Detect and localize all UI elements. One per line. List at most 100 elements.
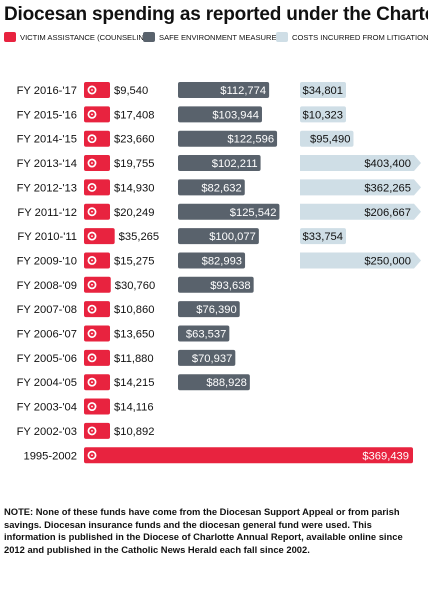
data-label-victim-assistance: $13,650 (114, 329, 154, 341)
bar-marker-icon (87, 450, 97, 460)
bar-marker-dot (91, 186, 93, 189)
bar-safe-environment (178, 130, 278, 147)
category-label: FY 2010-'11 (17, 231, 77, 243)
legend-label-litigation: COSTS INCURRED FROM LITIGATION (292, 32, 428, 42)
bar-marker-icon (87, 377, 97, 387)
bar-marker-icon (87, 353, 97, 363)
data-label-victim-assistance: $14,215 (114, 377, 154, 389)
bar-litigation (300, 252, 421, 269)
data-label-safe-environment: $82,993 (202, 255, 242, 267)
bar-safe-environment (178, 374, 250, 391)
data-label-litigation: $10,323 (303, 109, 343, 121)
bar-marker-icon (87, 304, 97, 314)
data-label-safe-environment: $76,390 (196, 304, 236, 316)
category-label: FY 2011-'12 (17, 207, 77, 219)
data-label-safe-environment: $63,537 (186, 329, 226, 341)
bar-marker-dot (91, 89, 93, 91)
bar-litigation (300, 155, 421, 172)
data-label-victim-assistance: $19,755 (114, 158, 154, 170)
bar-marker-icon (87, 329, 97, 338)
bar-marker-dot (91, 308, 93, 311)
bar-marker-icon (87, 109, 97, 119)
bar-safe-environment (178, 276, 254, 293)
category-label: 1995-2002 (23, 450, 77, 462)
data-label-safe-environment: $82,632 (201, 182, 241, 194)
legend-swatch-safe-environment (143, 32, 155, 42)
category-label: FY 2016-'17 (17, 85, 77, 97)
bar-marker-dot (91, 381, 93, 384)
data-label-safe-environment: $112,774 (220, 85, 266, 97)
category-label: FY 2013-'14 (17, 158, 77, 170)
data-label-victim-assistance: $10,892 (114, 426, 154, 438)
chart-title: Diocesan spending as reported under the … (4, 4, 428, 25)
bar-marker-dot (91, 283, 93, 286)
category-label: FY 2006-'07 (17, 329, 77, 341)
bar-litigation (300, 106, 346, 123)
legend-item-victim-assistance: VICTIM ASSISTANCE (COUNSELING) (4, 32, 152, 42)
bar-marker-icon (87, 231, 97, 241)
bar-marker-icon (87, 158, 97, 168)
bar-marker-dot (91, 210, 93, 213)
bar-safe-environment (178, 325, 230, 342)
bar-safe-environment (178, 155, 261, 172)
data-label-victim-assistance: $20,249 (114, 207, 154, 219)
bar-safe-environment (178, 252, 246, 269)
bar-marker-dot (91, 430, 93, 432)
bar-safe-environment (178, 203, 280, 220)
bar-marker-dot (91, 162, 93, 164)
data-label-litigation: $206,667 (364, 207, 411, 219)
bar-safe-environment (178, 301, 240, 318)
legend: VICTIM ASSISTANCE (COUNSELING) SAFE ENVI… (4, 32, 428, 46)
data-label-litigation: $362,265 (364, 182, 411, 194)
data-label-victim-assistance: $30,760 (115, 280, 155, 292)
data-label-litigation: $34,801 (303, 85, 343, 97)
bar-safe-environment (178, 179, 245, 196)
bar-marker-icon (87, 182, 97, 192)
bar-marker-icon (87, 85, 97, 95)
bar-litigation (300, 228, 346, 245)
data-label-safe-environment: $103,944 (212, 109, 259, 121)
bar-marker-dot (91, 235, 93, 238)
category-label: FY 2002-'03 (17, 426, 77, 438)
bar-litigation (300, 179, 421, 196)
bar-marker-icon (87, 426, 97, 436)
legend-swatch-victim-assistance (4, 32, 16, 42)
data-label-safe-environment: $122,596 (227, 134, 274, 146)
legend-item-safe-environment: SAFE ENVIRONMENT MEASURES (143, 32, 282, 42)
bar-safe-environment (178, 82, 270, 98)
data-label-safe-environment: $102,211 (212, 158, 258, 170)
bar-victim-assistance (84, 447, 413, 464)
data-label-litigation: $33,754 (303, 231, 343, 243)
data-label-victim-assistance: $9,540 (114, 85, 148, 97)
bar-safe-environment (178, 228, 259, 245)
bar-marker-dot (91, 405, 93, 408)
data-label-litigation: $403,400 (364, 158, 411, 170)
bar-marker-dot (91, 113, 93, 116)
legend-label-victim-assistance: VICTIM ASSISTANCE (COUNSELING) (20, 32, 153, 42)
bar-marker-icon (87, 255, 97, 265)
data-label-victim-assistance: $14,930 (114, 182, 154, 194)
bar-marker-dot (91, 454, 93, 457)
bar-marker-dot (91, 332, 93, 335)
category-label: FY 2015-'16 (17, 109, 77, 121)
category-label: FY 2008-'09 (17, 280, 77, 292)
category-label: FY 2005-'06 (17, 353, 77, 365)
bar-marker-icon (87, 207, 97, 217)
bar-marker-icon (87, 134, 97, 144)
category-label: FY 2004-'05 (17, 377, 77, 389)
bar-litigation (300, 82, 346, 98)
bar-safe-environment (178, 106, 262, 123)
data-label-victim-assistance: $17,408 (114, 109, 154, 121)
bar-litigation (300, 203, 421, 220)
bar-marker-icon (87, 280, 97, 290)
data-label-safe-environment: $70,937 (192, 353, 232, 365)
spending-chart: FY 2016-'17 $9,540 $112,774 $34,801 FY 2015-… (17, 82, 421, 464)
data-label-litigation: $250,000 (364, 255, 411, 267)
category-label: FY 2007-'08 (17, 304, 77, 316)
category-label: FY 2012-'13 (17, 182, 77, 194)
bar-marker-dot (91, 259, 93, 262)
data-label-victim-assistance: $15,275 (114, 255, 154, 267)
data-label-safe-environment: $93,638 (210, 280, 250, 292)
data-label-safe-environment: $88,928 (206, 377, 246, 389)
data-label-victim-assistance: $11,880 (114, 353, 154, 365)
